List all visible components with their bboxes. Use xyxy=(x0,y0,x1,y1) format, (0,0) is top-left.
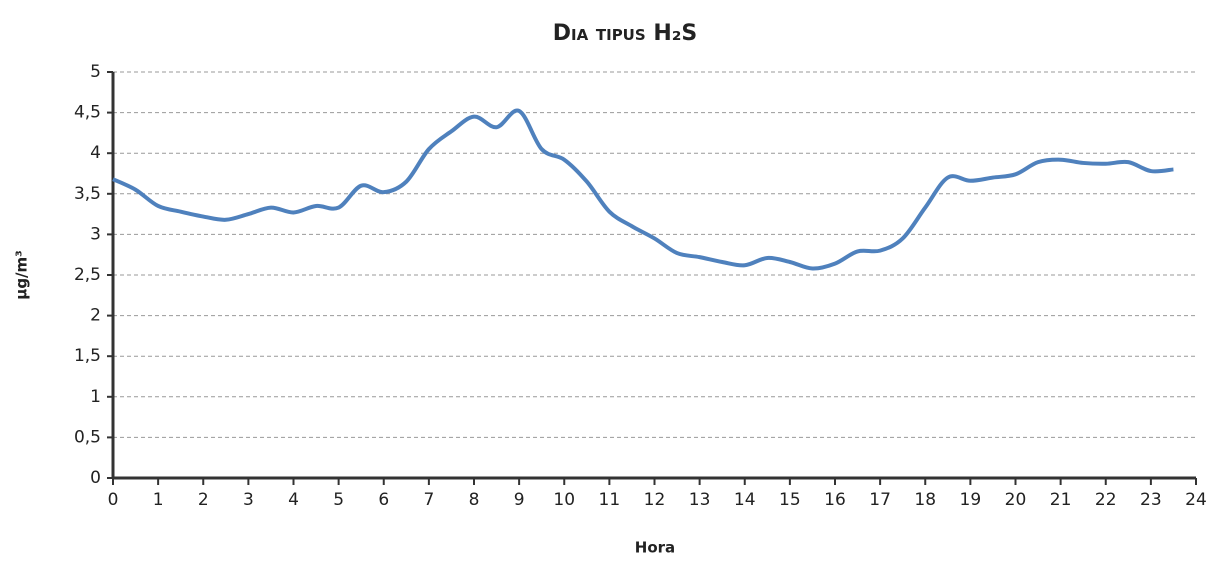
x-tick-label: 21 xyxy=(1050,490,1072,510)
y-tick-label: 4,5 xyxy=(74,103,101,123)
y-tick-label: 4 xyxy=(90,143,101,163)
x-tick-label: 13 xyxy=(689,490,711,510)
y-tick-label: 0,5 xyxy=(74,427,101,447)
x-tick-label: 17 xyxy=(869,490,891,510)
x-tick-label: 19 xyxy=(960,490,982,510)
x-tick-label: 9 xyxy=(514,490,525,510)
y-tick-label: 3 xyxy=(90,224,101,244)
y-tick-label: 3,5 xyxy=(74,184,101,204)
x-tick-label: 5 xyxy=(333,490,344,510)
chart-title: Dia tipus H₂S xyxy=(553,21,697,46)
x-tick-label: 14 xyxy=(734,490,756,510)
x-tick-label: 18 xyxy=(914,490,936,510)
y-tick-label: 2 xyxy=(90,306,101,326)
x-tick-label: 4 xyxy=(288,490,299,510)
x-tick-label: 1 xyxy=(153,490,164,510)
x-tick-label: 24 xyxy=(1185,490,1207,510)
y-tick-label: 5 xyxy=(90,62,101,82)
x-tick-label: 2 xyxy=(198,490,209,510)
x-tick-label: 20 xyxy=(1005,490,1027,510)
x-tick-label: 23 xyxy=(1140,490,1162,510)
y-tick-label: 1 xyxy=(90,387,101,407)
x-tick-label: 3 xyxy=(243,490,254,510)
x-tick-label: 12 xyxy=(644,490,666,510)
x-tick-label: 22 xyxy=(1095,490,1117,510)
x-tick-label: 6 xyxy=(378,490,389,510)
y-tick-label: 2,5 xyxy=(74,265,101,285)
x-tick-label: 15 xyxy=(779,490,801,510)
x-tick-label: 11 xyxy=(599,490,621,510)
x-tick-label: 10 xyxy=(553,490,575,510)
x-tick-label: 0 xyxy=(108,490,119,510)
x-tick-label: 16 xyxy=(824,490,846,510)
x-axis-title: Hora xyxy=(635,539,675,557)
x-tick-label: 8 xyxy=(469,490,480,510)
y-axis-title: µg/m³ xyxy=(13,250,31,299)
x-tick-label: 7 xyxy=(423,490,434,510)
data-line xyxy=(112,108,1174,271)
y-tick-label: 1,5 xyxy=(74,346,101,366)
y-tick-label: 0 xyxy=(90,468,101,488)
